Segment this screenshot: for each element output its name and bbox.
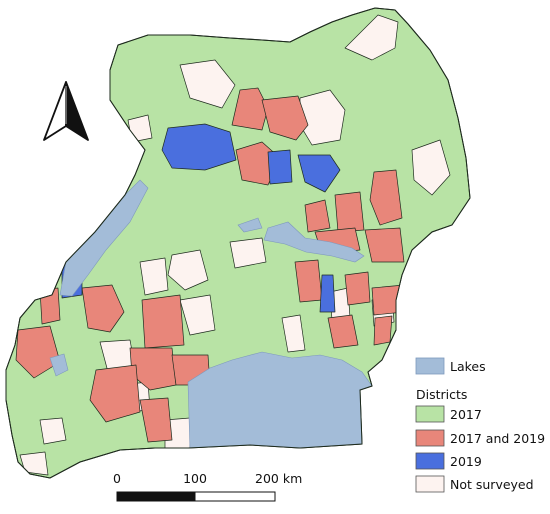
legend-label-lakes: Lakes (450, 359, 486, 374)
district-not-surveyed (411, 139, 451, 196)
legend-swatch-2017 (415, 405, 445, 423)
district-not-surveyed (179, 294, 216, 336)
legend-label-2019: 2019 (450, 454, 482, 469)
district-2017-2019 (334, 191, 365, 233)
district-not-surveyed (39, 417, 67, 445)
district-2017-2019 (141, 294, 185, 349)
scale-tick-200: 200 km (255, 471, 302, 486)
district-not-surveyed (344, 14, 399, 61)
lake-victoria (187, 351, 373, 451)
legend: Lakes Districts 2017 2017 and 2019 2019 … (415, 357, 545, 493)
district-not-surveyed (229, 237, 267, 269)
scale-tick-0: 0 (113, 471, 121, 486)
district-2017-2019 (294, 259, 323, 303)
lake-edward (49, 353, 69, 377)
district-not-surveyed (19, 451, 49, 476)
district-2017-2019 (39, 287, 61, 325)
district-not-surveyed (281, 314, 306, 353)
district-2019 (319, 274, 336, 313)
district-2017-2019 (231, 87, 269, 131)
north-arrow-icon (43, 81, 89, 141)
legend-label-not-surveyed: Not surveyed (450, 477, 534, 492)
lake-kyoga (263, 221, 365, 263)
district-2017-2019 (15, 325, 61, 379)
district-2017-2019 (371, 284, 405, 316)
scale-segment-white (194, 491, 276, 502)
legend-label-2017: 2017 (450, 407, 482, 422)
district-2019 (297, 154, 341, 193)
district-2017-2019 (373, 315, 393, 346)
not-surveyed-districts (19, 14, 451, 476)
lake-kwania (237, 217, 263, 233)
district-2017-2019 (344, 271, 371, 306)
scale-bar: 0 100 200 km (113, 471, 302, 502)
scale-segment-black (116, 491, 196, 502)
district-2017-2019 (81, 284, 125, 333)
legend-swatch-not-surveyed (415, 475, 445, 493)
district-not-surveyed (139, 257, 169, 296)
district-2019 (267, 149, 293, 185)
district-2017-2019 (369, 169, 403, 226)
district-2017-2019 (327, 314, 359, 349)
country-outline (5, 7, 471, 479)
legend-swatch-2017-2019 (415, 429, 445, 447)
scale-tick-100: 100 (183, 471, 207, 486)
legend-swatch-2019 (415, 452, 445, 470)
districts-layer (15, 14, 451, 476)
district-2017-2019 (89, 364, 141, 423)
district-2017-2019 (304, 199, 331, 233)
lakes-layer (49, 179, 373, 451)
legend-label-2017-2019: 2017 and 2019 (450, 431, 545, 446)
district-not-surveyed (127, 114, 153, 143)
district-2019 (161, 123, 237, 171)
district-2017-2019 (364, 227, 405, 263)
districts-2019 (61, 123, 341, 313)
district-2017-2019 (139, 397, 173, 443)
legend-section-title: Districts (416, 387, 467, 402)
legend-swatch-lakes (415, 357, 445, 375)
district-not-surveyed (179, 59, 236, 109)
district-not-surveyed (167, 249, 209, 291)
district-2017-2019 (261, 95, 309, 141)
